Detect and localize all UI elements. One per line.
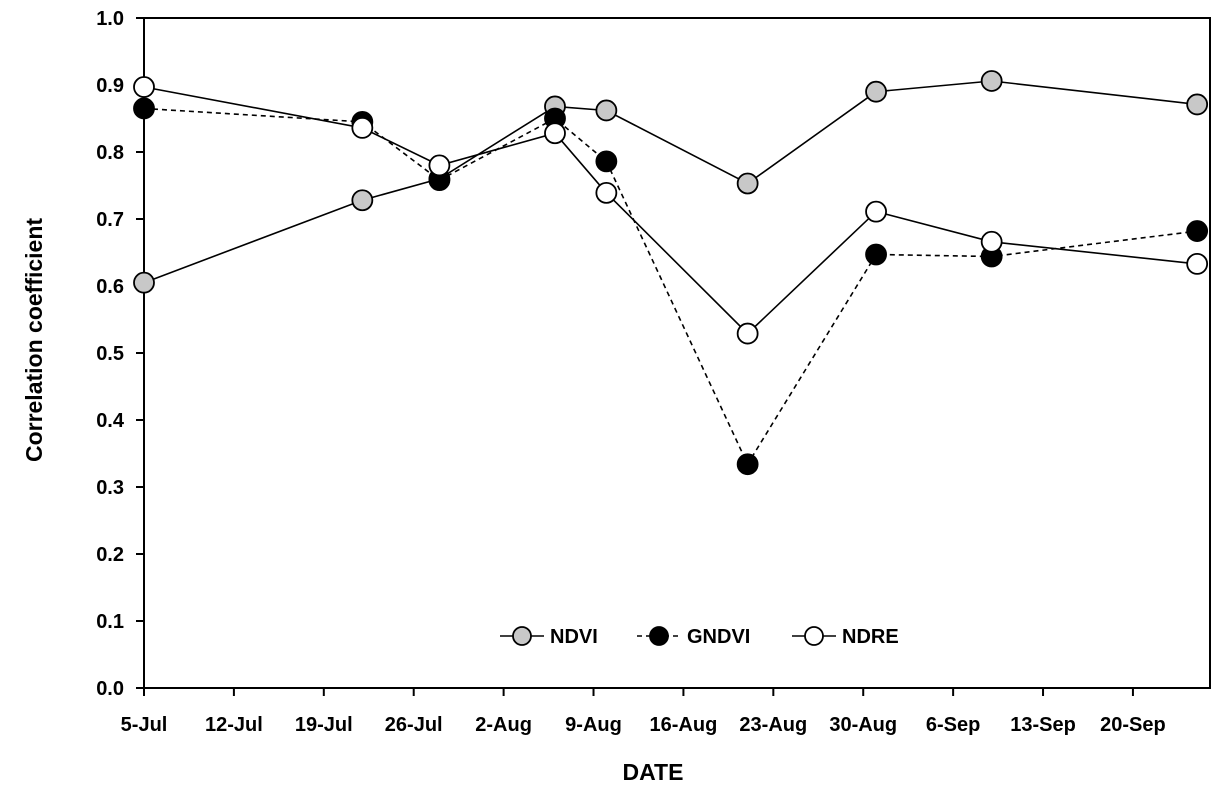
y-tick-label: 0.9 [96, 75, 124, 97]
data-point-gndvi [1186, 220, 1209, 242]
data-point-ndvi [736, 172, 759, 195]
x-tick-label: 5-Jul [121, 714, 168, 736]
series-gndvi [133, 97, 1209, 476]
data-point-ndre [980, 230, 1003, 253]
legend-item-ndre: NDRE [792, 626, 899, 648]
series-ndre [133, 76, 1209, 345]
series-ndvi [133, 70, 1209, 294]
y-tick-label: 0.4 [96, 410, 125, 432]
legend-marker [804, 626, 824, 646]
series-line-ndre [143, 86, 1198, 335]
y-tick-label: 0.2 [96, 544, 124, 566]
data-point-ndre [865, 200, 887, 223]
x-tick-label: 30-Aug [829, 714, 897, 736]
data-point-ndvi [351, 189, 374, 212]
legend-marker [512, 626, 532, 646]
y-tick-label: 1.0 [96, 8, 124, 30]
y-axis-title: Correlation coefficient [21, 218, 47, 462]
legend-label: NDVI [550, 626, 598, 648]
plot-area-frame [143, 17, 1211, 689]
data-point-gndvi [865, 243, 887, 266]
x-tick-label: 2-Aug [475, 714, 532, 736]
series-layer [133, 70, 1209, 476]
y-tick-label: 0.7 [96, 209, 124, 231]
x-tick-label: 19-Jul [295, 714, 353, 736]
y-tick-label: 0.3 [96, 477, 124, 499]
x-tick-label: 13-Sep [1010, 714, 1076, 736]
x-tick-label: 26-Jul [385, 714, 443, 736]
legend-item-ndvi: NDVI [500, 626, 598, 648]
y-tick-label: 0.8 [96, 142, 124, 164]
data-point-ndvi [1186, 93, 1209, 116]
data-point-gndvi [736, 453, 759, 476]
data-point-ndvi [595, 99, 618, 122]
data-point-ndre [1186, 252, 1209, 275]
y-tick-label: 0.0 [96, 678, 124, 700]
legend-item-gndvi: GNDVI [637, 626, 750, 648]
y-tick-label: 0.5 [96, 343, 124, 365]
data-point-gndvi [133, 97, 155, 120]
axes: 0.0 0.1 0.2 0.3 0.4 0.5 0.6 0.7 0.8 0.9 1.0 5-Jul 12… [96, 8, 1211, 736]
series-line-ndvi [143, 80, 1198, 284]
x-tick-label: 6-Sep [926, 714, 980, 736]
x-tick-label: 20-Sep [1100, 714, 1166, 736]
legend-label: GNDVI [687, 626, 750, 648]
data-point-ndre [736, 322, 759, 345]
x-axis-title: DATE [623, 759, 684, 785]
y-tick-label: 0.1 [96, 611, 124, 633]
y-tick-label: 0.6 [96, 276, 124, 298]
data-point-ndvi [980, 70, 1003, 92]
legend-marker [649, 626, 669, 646]
data-point-ndre [544, 122, 566, 145]
x-tick-label: 9-Aug [565, 714, 622, 736]
data-point-ndvi [133, 271, 155, 294]
x-tick-label: 12-Jul [205, 714, 263, 736]
data-point-ndre [428, 154, 451, 177]
x-tick-label: 23-Aug [739, 714, 807, 736]
legend: NDVI GNDVI NDRE [500, 626, 899, 648]
legend-label: NDRE [842, 626, 899, 648]
data-point-ndre [595, 181, 618, 204]
data-point-ndre [133, 76, 155, 98]
data-point-gndvi [595, 150, 618, 173]
data-point-ndvi [865, 80, 887, 103]
series-line-gndvi [143, 107, 1198, 466]
data-point-ndre [351, 116, 374, 139]
x-tick-label: 16-Aug [650, 714, 718, 736]
